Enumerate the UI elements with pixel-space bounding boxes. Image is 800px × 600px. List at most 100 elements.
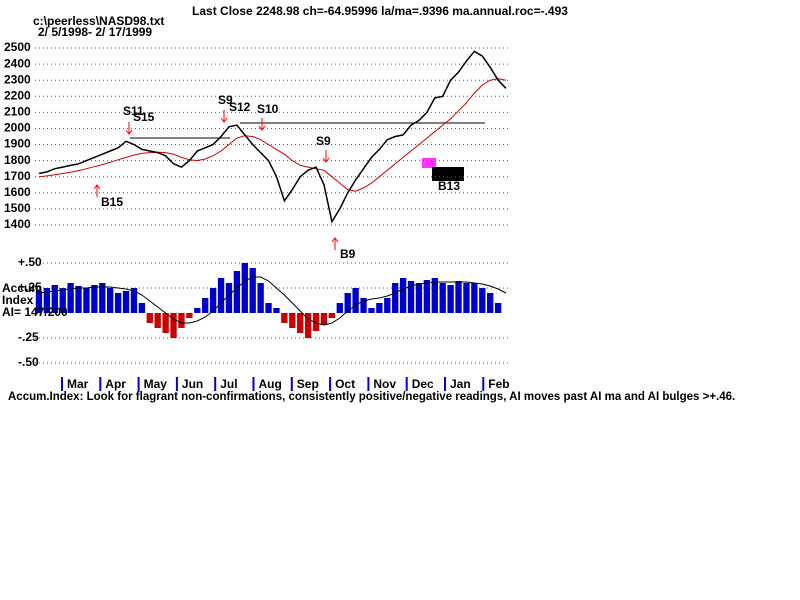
- accum-bar: [241, 263, 248, 313]
- signal-blob: [432, 167, 464, 181]
- signal-arrowhead: [322, 157, 330, 163]
- accum-bar: [281, 313, 288, 323]
- accum-bar: [225, 283, 233, 313]
- accum-bar: [75, 286, 82, 313]
- signal-label: S15: [133, 110, 155, 124]
- accum-bar: [376, 303, 383, 313]
- x-tick-label: Nov: [373, 377, 396, 391]
- signal-arrowhead: [125, 129, 133, 135]
- x-tick-label: Feb: [488, 377, 509, 391]
- accum-bar: [368, 308, 375, 313]
- y-tick-label: 1800: [4, 153, 31, 167]
- signal-label: S10: [257, 102, 279, 116]
- accum-bar: [352, 288, 359, 313]
- accum-bar: [138, 303, 146, 313]
- x-tick-label: Aug: [259, 377, 282, 391]
- date-range: 2/ 5/1998- 2/ 17/1999: [38, 25, 152, 39]
- accum-bar: [91, 285, 98, 313]
- y-tick-label: 2400: [4, 56, 31, 70]
- price-line: [38, 50, 507, 224]
- chart-title: Last Close 2248.98 ch=-64.95996 la/ma=.9…: [192, 4, 568, 18]
- y-tick-label: -.25: [18, 330, 39, 344]
- x-tick-label: Oct: [335, 377, 355, 391]
- accum-bar: [320, 313, 328, 325]
- accum-bar: [35, 291, 43, 313]
- accum-bar: [312, 313, 320, 331]
- accum-bar: [399, 278, 407, 313]
- accum-label: AI= 147/200: [2, 305, 68, 319]
- y-tick-label: 1700: [4, 169, 31, 183]
- x-tick-label: May: [144, 377, 168, 391]
- accum-bar: [67, 283, 74, 313]
- accum-ma-line: [38, 276, 507, 326]
- accum-bar: [162, 313, 169, 333]
- signal-label: S9: [218, 93, 233, 107]
- accum-bar: [154, 313, 161, 328]
- accum-bar: [487, 293, 494, 313]
- accum-bar: [202, 298, 209, 313]
- accum-bar: [107, 288, 114, 313]
- x-tick-label: Jul: [220, 377, 237, 391]
- accum-bar: [233, 271, 241, 313]
- accum-bar: [328, 313, 336, 318]
- accum-bar: [170, 313, 177, 338]
- signal-label: B13: [438, 179, 460, 193]
- accum-bar: [99, 283, 106, 313]
- accum-bar: [146, 313, 153, 323]
- signal-label: B9: [340, 247, 356, 261]
- x-tick-label: Mar: [67, 377, 89, 391]
- accum-bar: [415, 283, 423, 313]
- accum-bar: [344, 293, 351, 313]
- signal-label: S11: [123, 104, 144, 118]
- ma-line: [38, 78, 507, 192]
- accum-label: Index: [2, 293, 34, 307]
- y-tick-label: 1400: [4, 217, 31, 231]
- signal-arrowhead: [258, 125, 266, 131]
- accum-bar: [494, 303, 502, 313]
- accum-bar: [471, 283, 478, 313]
- signal-label: S9: [316, 134, 331, 148]
- accum-bar: [51, 285, 58, 313]
- accum-bar: [447, 285, 454, 313]
- y-tick-label: +.25: [18, 280, 42, 294]
- signal-arrowhead: [93, 184, 101, 190]
- y-tick-label: 2200: [4, 88, 31, 102]
- accum-bar: [186, 313, 193, 318]
- accum-bar: [257, 283, 264, 313]
- y-tick-label: 2300: [4, 72, 31, 86]
- footer-note: Accum.Index: Look for flagrant non-confi…: [8, 391, 735, 403]
- accum-bar: [130, 288, 138, 313]
- accum-bar: [273, 308, 280, 313]
- accum-bar: [43, 288, 51, 313]
- accum-bar: [209, 288, 217, 313]
- accum-bar: [297, 313, 304, 333]
- y-tick-label: 1600: [4, 185, 31, 199]
- accum-bar: [178, 313, 185, 328]
- accum-bar: [384, 298, 391, 313]
- accum-bar: [407, 281, 415, 313]
- signal-blob: [422, 158, 436, 168]
- y-tick-label: -.50: [18, 355, 39, 369]
- accum-bar: [455, 281, 462, 313]
- accum-bar: [431, 278, 438, 313]
- accum-bar: [423, 280, 431, 313]
- accum-bar: [304, 313, 312, 338]
- accum-bar: [122, 291, 130, 313]
- accum-bar: [439, 283, 446, 313]
- file-name: c:\peerless\NASD98.txt: [33, 14, 164, 28]
- y-tick-label: 1900: [4, 137, 31, 151]
- y-tick-label: 2000: [4, 121, 31, 135]
- signal-arrowhead: [331, 237, 339, 243]
- accum-bar: [114, 293, 122, 313]
- accum-bar: [392, 283, 399, 313]
- accum-bar: [217, 278, 225, 313]
- x-tick-label: Jan: [450, 377, 471, 391]
- accum-bar: [59, 288, 66, 313]
- y-tick-label: +.50: [18, 255, 42, 269]
- x-tick-label: Dec: [412, 377, 434, 391]
- accum-bar: [463, 283, 470, 313]
- signal-arrowhead: [220, 117, 228, 123]
- accum-bar: [336, 303, 343, 313]
- y-tick-label: 2100: [4, 105, 31, 119]
